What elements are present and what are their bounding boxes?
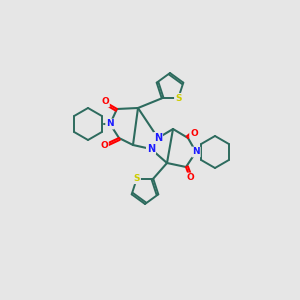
Text: O: O [101, 98, 109, 106]
Text: O: O [186, 173, 194, 182]
Text: N: N [147, 144, 155, 154]
Text: N: N [154, 133, 162, 143]
Text: O: O [100, 140, 108, 149]
Text: S: S [134, 174, 140, 183]
Text: S: S [175, 94, 181, 103]
Text: N: N [192, 148, 200, 157]
Text: N: N [106, 119, 114, 128]
Text: O: O [190, 128, 198, 137]
